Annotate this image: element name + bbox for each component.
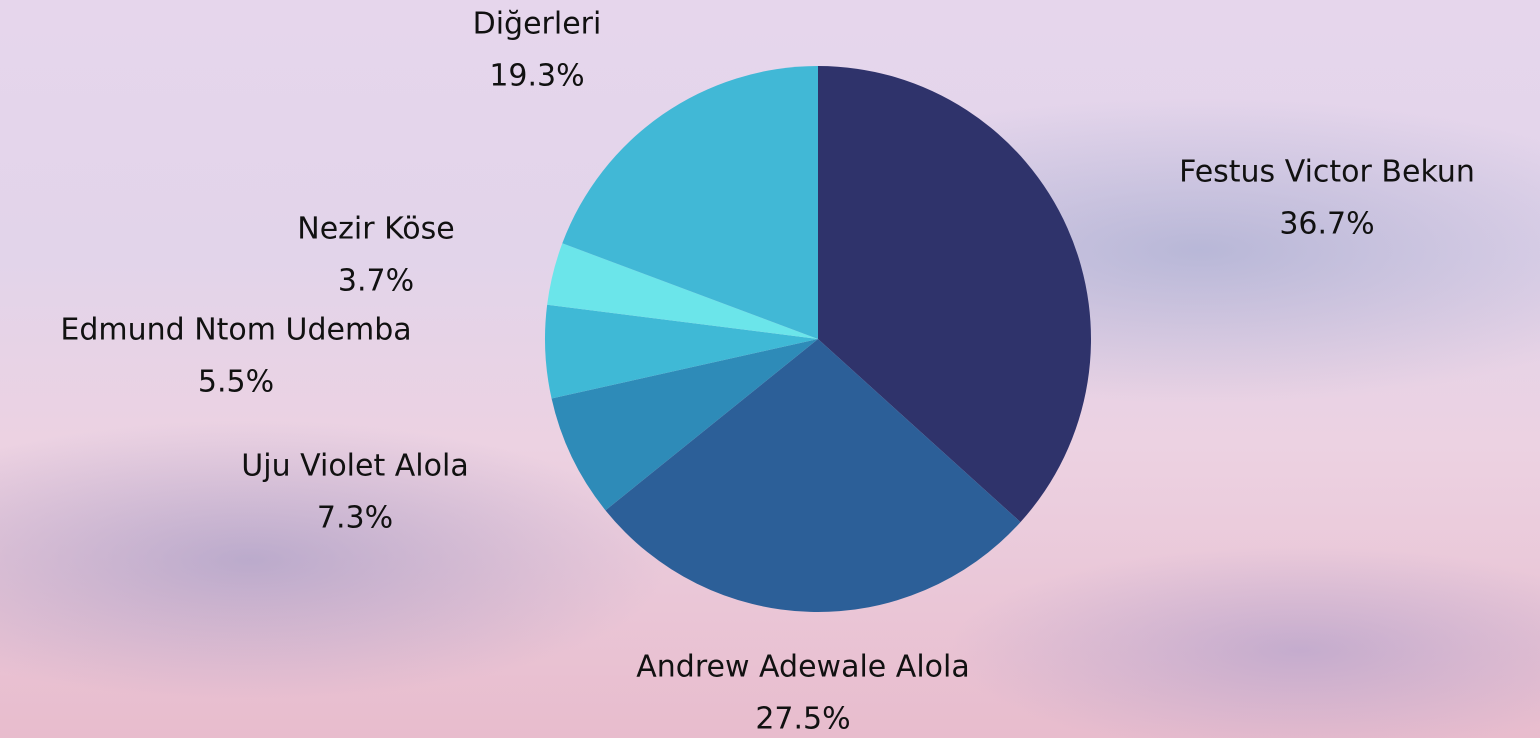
- slice-label: Nezir Köse: [297, 212, 454, 247]
- pie-slice: [562, 66, 818, 339]
- slice-label: Diğerleri: [473, 7, 602, 42]
- slice-value-label: 36.7%: [1279, 207, 1374, 242]
- pie-slice: [551, 339, 818, 511]
- slice-value-label: 3.7%: [338, 264, 414, 299]
- slice-label: Andrew Adewale Alola: [636, 650, 969, 685]
- pie-slice: [545, 304, 818, 399]
- slice-value-label: 7.3%: [317, 501, 393, 536]
- pie-slice: [818, 66, 1091, 523]
- pie-slice: [605, 339, 1021, 612]
- slice-label: Edmund Ntom Udemba: [60, 313, 411, 348]
- slice-value-label: 19.3%: [489, 59, 584, 94]
- slice-value-label: 27.5%: [755, 702, 850, 737]
- slice-value-label: 5.5%: [198, 365, 274, 400]
- slice-label: Festus Victor Bekun: [1179, 155, 1475, 190]
- slice-label: Uju Violet Alola: [241, 449, 468, 484]
- pie-slice: [547, 243, 818, 339]
